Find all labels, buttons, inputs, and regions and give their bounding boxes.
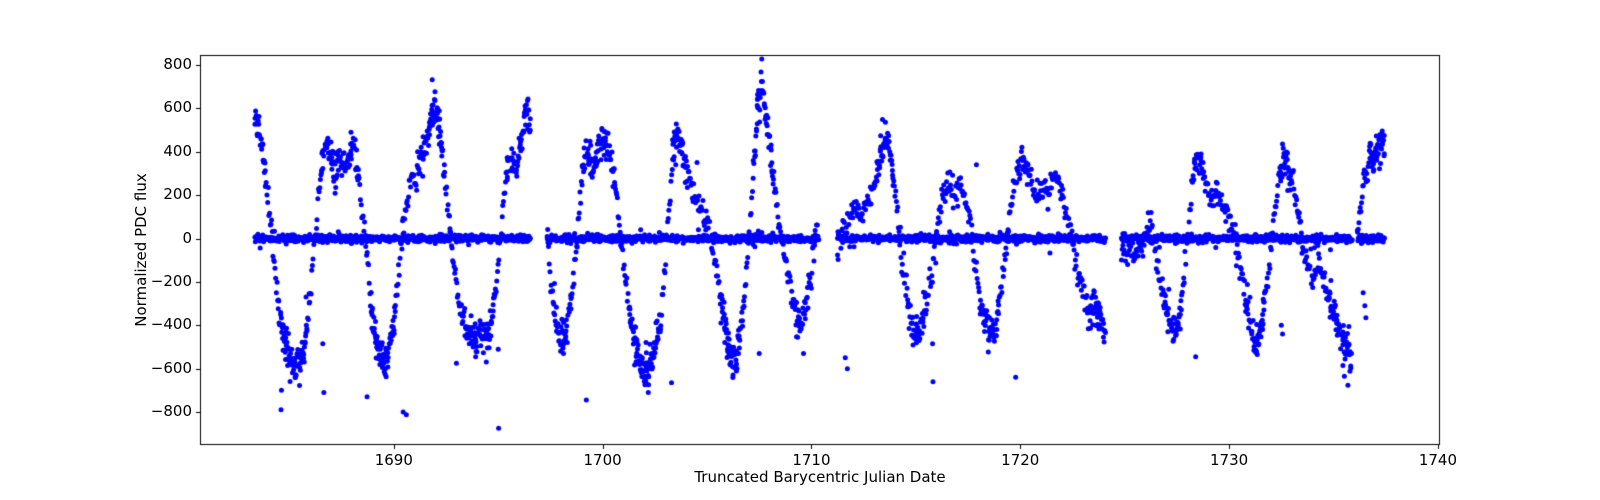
y-tick-label: 400 bbox=[163, 141, 192, 160]
y-tick-label: −600 bbox=[150, 358, 192, 377]
y-tick-label: 800 bbox=[163, 54, 192, 73]
x-tick-label: 1710 bbox=[792, 451, 831, 469]
x-tick-label: 1730 bbox=[1209, 451, 1249, 469]
x-tick-label: 1720 bbox=[1001, 451, 1040, 469]
y-tick-label: −800 bbox=[150, 402, 192, 421]
y-tick-label: −200 bbox=[150, 271, 192, 290]
x-tick-label: 1740 bbox=[1418, 451, 1457, 469]
y-tick-label: 0 bbox=[182, 228, 192, 247]
y-axis-label: Normalized PDC flux bbox=[132, 173, 150, 327]
x-tick-label: 1690 bbox=[374, 451, 413, 469]
y-tick-label: −400 bbox=[150, 315, 192, 334]
x-tick-label: 1700 bbox=[583, 451, 622, 469]
y-tick-label: 200 bbox=[163, 185, 192, 204]
x-axis-label: Truncated Barycentric Julian Date bbox=[694, 468, 946, 486]
y-tick-label: 600 bbox=[163, 98, 192, 117]
